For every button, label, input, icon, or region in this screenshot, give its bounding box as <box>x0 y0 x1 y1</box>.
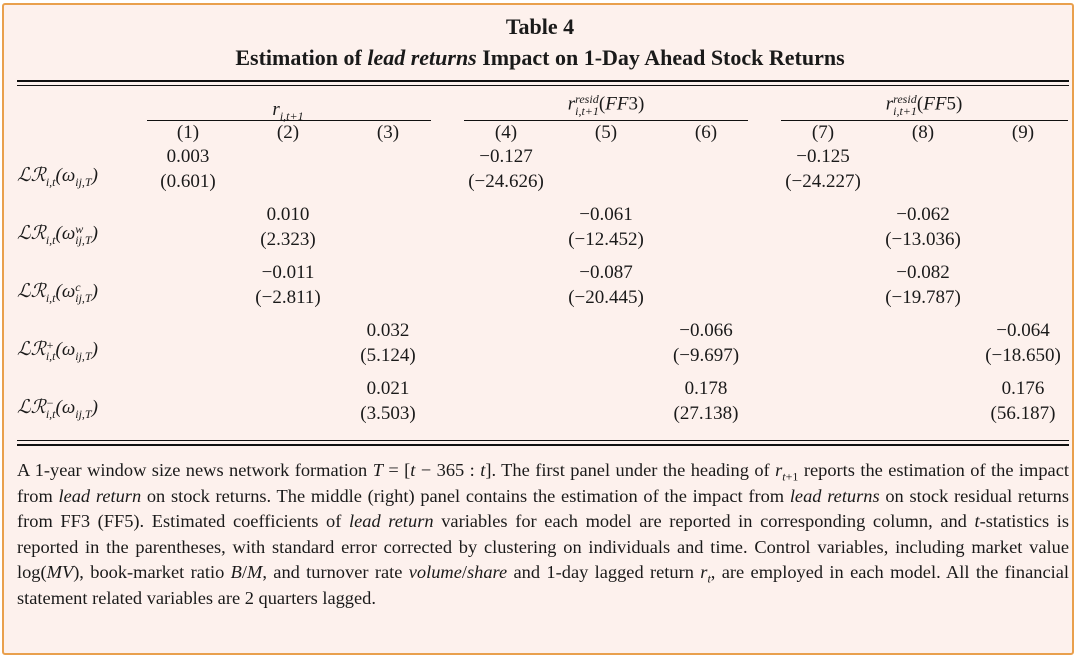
t-statistic: (2.323) <box>260 229 316 250</box>
row-label-lr-c: ℒℛi,t(ω c ij,T) <box>17 279 98 305</box>
t-statistic: (−24.227) <box>785 171 861 192</box>
coefficient: 0.010 <box>266 204 310 225</box>
coefficient: 0.176 <box>1001 378 1045 399</box>
t-statistic: (−19.787) <box>885 287 961 308</box>
column-number: (6) <box>694 122 718 143</box>
bottom-rule-inner <box>17 440 1069 441</box>
coefficient: −0.011 <box>261 262 315 283</box>
table-number: Table 4 <box>505 14 575 39</box>
column-number: (7) <box>811 122 835 143</box>
top-rule-inner <box>17 85 1069 86</box>
t-statistic: (−2.811) <box>255 287 321 308</box>
panel-underline-ff5 <box>781 120 1068 121</box>
column-number: (1) <box>176 122 200 143</box>
row-label-lr-minus: ℒℛ − i,t (ωij,T) <box>17 395 98 421</box>
table-note: A 1-year window size news network format… <box>17 460 1070 608</box>
row-label-lr: ℒℛi,t(ωij,T) <box>17 165 98 189</box>
coefficient: −0.062 <box>896 204 950 225</box>
column-number: (9) <box>1011 122 1035 143</box>
panel-underline-ff3 <box>464 120 748 121</box>
t-statistic: (−24.626) <box>468 171 544 192</box>
coefficient: −0.064 <box>996 320 1050 341</box>
column-number: (8) <box>911 122 935 143</box>
coefficient: 0.178 <box>684 378 728 399</box>
t-statistic: (−9.697) <box>672 345 740 366</box>
column-number: (2) <box>276 122 300 143</box>
t-statistic: (5.124) <box>360 345 416 366</box>
coefficient: 0.003 <box>166 146 210 167</box>
bottom-rule <box>17 444 1069 446</box>
panel-underline-raw <box>147 120 431 121</box>
coefficient: −0.127 <box>479 146 533 167</box>
t-statistic: (−18.650) <box>985 345 1061 366</box>
coefficient: 0.032 <box>366 320 410 341</box>
table-card <box>2 3 1074 655</box>
column-number: (3) <box>376 122 400 143</box>
coefficient: −0.082 <box>896 262 950 283</box>
coefficient: −0.125 <box>796 146 850 167</box>
row-label-lr-w: ℒℛi,t(ω w ij,T) <box>17 221 98 247</box>
t-statistic: (−20.445) <box>568 287 644 308</box>
t-statistic: (27.138) <box>673 403 739 424</box>
panel-header-ff3: r resid i,t+1 (FF3) <box>567 92 645 118</box>
row-label-lr-plus: ℒℛ + i,t (ωij,T) <box>17 337 98 363</box>
coefficient: −0.087 <box>579 262 633 283</box>
t-statistic: (−12.452) <box>568 229 644 250</box>
panel-header-ff5: r resid i,t+1 (FF5) <box>885 92 963 118</box>
coefficient: 0.021 <box>366 378 410 399</box>
t-statistic: (−13.036) <box>885 229 961 250</box>
coefficient: −0.061 <box>579 204 633 225</box>
t-statistic: (0.601) <box>160 171 216 192</box>
top-rule <box>17 80 1069 82</box>
column-number: (5) <box>594 122 618 143</box>
coefficient: −0.066 <box>679 320 733 341</box>
panel-header-raw: ri,t+1 <box>272 99 304 123</box>
table-title: Estimation of lead returns Impact on 1-D… <box>235 45 845 70</box>
t-statistic: (3.503) <box>360 403 416 424</box>
t-statistic: (56.187) <box>990 403 1056 424</box>
column-number: (4) <box>494 122 518 143</box>
